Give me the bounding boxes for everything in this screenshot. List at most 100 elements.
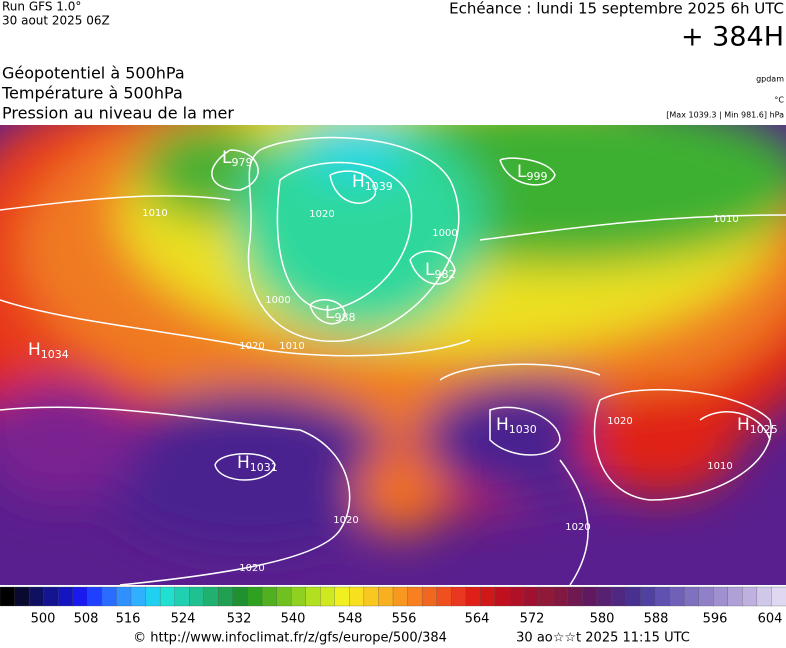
colorbar-swatch	[334, 586, 350, 607]
colorbar-swatch	[101, 586, 118, 607]
pressure-center: H1030	[496, 415, 537, 436]
center-value: 1030	[509, 423, 537, 436]
colorbar-swatch	[771, 586, 786, 607]
colorbar-label: 588	[644, 612, 669, 627]
colorbar-label: 564	[465, 612, 490, 627]
colorbar-swatch	[145, 586, 161, 607]
run-date: 30 aout 2025 06Z	[2, 14, 110, 28]
colorbar-label: 540	[281, 612, 306, 627]
isobar-label: 1020	[309, 209, 334, 220]
colorbar-swatch	[582, 586, 598, 607]
colorbar-swatch	[305, 586, 321, 607]
colorbar-label: 532	[227, 612, 252, 627]
colorbar-swatch	[480, 586, 496, 607]
legend-line: Pression au niveau de la mer	[2, 104, 234, 123]
colorbar-swatch	[378, 586, 394, 607]
center-value: 988	[334, 311, 355, 324]
colorbar-swatch	[567, 586, 583, 607]
pressure-center: L988	[325, 303, 355, 324]
colorbar-label: 556	[392, 612, 417, 627]
unit: °C	[774, 96, 784, 105]
colorbar-swatch	[742, 586, 758, 607]
colorbar-swatch	[509, 586, 525, 607]
colorbar-swatch	[72, 586, 88, 607]
colorbar-swatch	[247, 586, 263, 607]
colorbar-label: 580	[590, 612, 615, 627]
pressure-center: H1031	[237, 453, 278, 474]
colorbar-swatch	[349, 586, 365, 607]
colorbar-swatch	[436, 586, 452, 607]
colorbar-swatch	[28, 586, 45, 607]
colorbar-label: 524	[171, 612, 196, 627]
isobar-label: 1010	[279, 341, 304, 352]
colorbar-swatch	[116, 586, 132, 607]
pressure-center: H1025	[737, 415, 778, 436]
center-type: H	[352, 172, 365, 192]
center-value: 1039	[365, 180, 393, 193]
center-type: H	[28, 340, 41, 360]
colorbar-swatch	[320, 586, 336, 607]
center-type: L	[222, 148, 232, 168]
center-type: L	[425, 260, 435, 280]
lead-time: + 384H	[681, 22, 784, 53]
isobar-label: 1020	[333, 515, 358, 526]
colorbar-swatch	[203, 586, 219, 607]
timestamp: 30 ao☆☆t 2025 11:15 UTC	[516, 631, 690, 646]
colorbar-swatch	[654, 586, 671, 607]
center-value: 1031	[250, 461, 278, 474]
colorbar-swatch	[683, 586, 700, 607]
colorbar-swatch	[218, 586, 234, 607]
pressure-center: L999	[517, 162, 547, 183]
center-value: 982	[434, 268, 455, 281]
colorbar-swatch	[538, 586, 554, 607]
colorbar-swatch	[159, 586, 176, 607]
colorbar-swatch	[290, 586, 307, 607]
colorbar-swatch	[465, 586, 481, 607]
colorbar-swatch	[43, 586, 59, 607]
colorbar-swatch	[276, 586, 292, 607]
colorbar-swatch	[130, 586, 147, 607]
colorbar-swatch	[640, 586, 656, 607]
center-type: L	[517, 162, 527, 182]
colorbar-label: 596	[703, 612, 728, 627]
colorbar-swatch	[756, 586, 773, 607]
colorbar-label: 508	[74, 612, 99, 627]
colorbar-label: 604	[758, 612, 783, 627]
isobar-label: 1010	[707, 461, 732, 472]
center-value: 999	[526, 170, 547, 183]
colorbar-swatch	[392, 586, 409, 607]
colorbar-swatch	[552, 586, 569, 607]
isobar-label: 1020	[607, 416, 632, 427]
pressure-center: H1034	[28, 340, 69, 361]
source-url: © http://www.infoclimat.fr/z/gfs/europe/…	[133, 631, 447, 646]
isobar-label: 1010	[142, 208, 167, 219]
isobar-label: 1020	[239, 563, 264, 574]
colorbar-swatch	[232, 586, 249, 607]
pressure-center: L982	[425, 260, 455, 281]
isobar-label: 1020	[239, 341, 264, 352]
colorbar-swatch	[727, 586, 743, 607]
colorbar-swatch	[14, 586, 30, 607]
isobars	[0, 136, 786, 585]
colorbar-swatch	[87, 586, 103, 607]
colorbar-swatch	[189, 586, 205, 607]
colorbar-swatch	[261, 586, 278, 607]
center-type: H	[496, 415, 509, 435]
colorbar-swatch	[713, 586, 729, 607]
colorbar-swatch	[58, 586, 74, 607]
map-field	[0, 125, 786, 585]
center-type: H	[737, 415, 750, 435]
colorbar-label: 548	[338, 612, 363, 627]
colorbar-swatch	[451, 586, 467, 607]
pressure-center: L979	[222, 148, 252, 169]
colorbar-swatch	[363, 586, 380, 607]
colorbar-swatch	[174, 586, 190, 607]
isobar-label: 1000	[432, 228, 457, 239]
run-label: Run GFS 1.0°	[2, 0, 81, 14]
colorbar-swatch	[421, 586, 438, 607]
isobar-label: 1020	[565, 522, 590, 533]
isobar-label: 1010	[713, 214, 738, 225]
pressure-center: H1039	[352, 172, 393, 193]
